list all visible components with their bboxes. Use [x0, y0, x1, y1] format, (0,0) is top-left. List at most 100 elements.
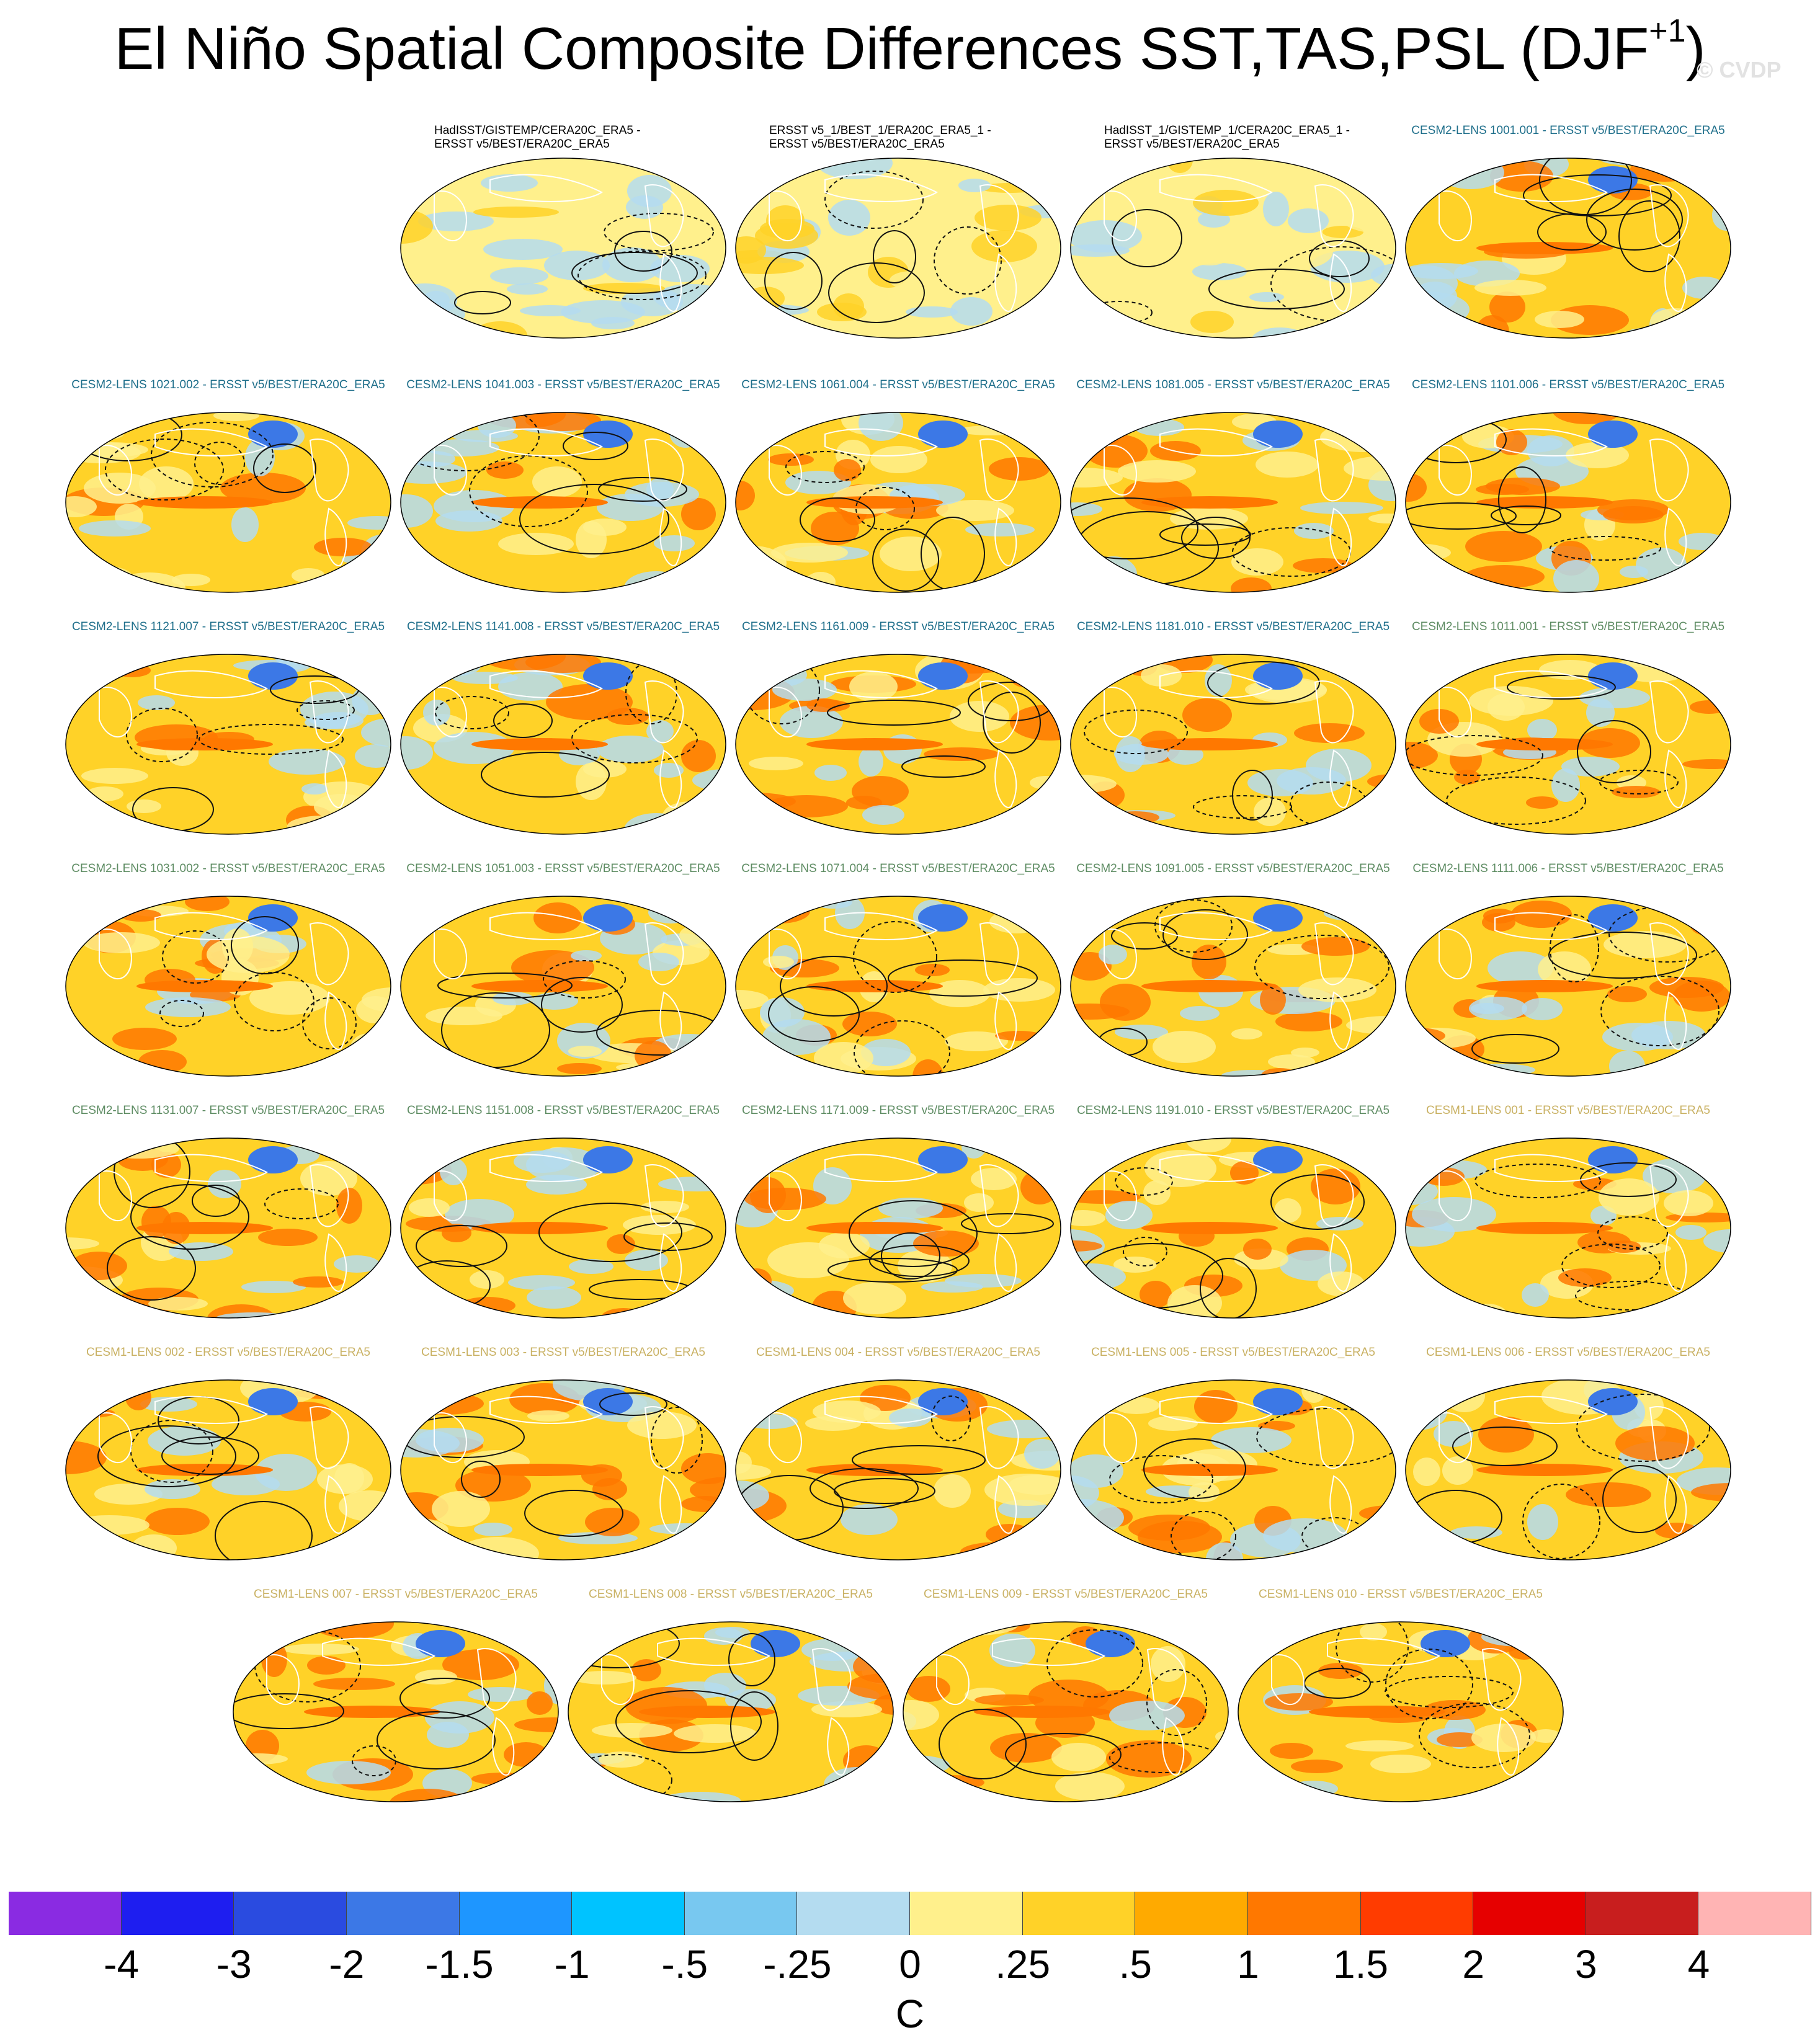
- map-panel: CESM1-LENS 007 - ERSST v5/BEST/ERA20C_ER…: [230, 1588, 562, 1836]
- colorbar-box: [459, 1892, 573, 1935]
- colorbar-tick-label: -3: [216, 1942, 252, 1987]
- panel-title: CESM2-LENS 1171.009 - ERSST v5/BEST/ERA2…: [741, 1104, 1055, 1117]
- world-map: [1070, 1379, 1396, 1560]
- colorbar-tick-label: 1: [1237, 1942, 1259, 1987]
- map-panel: CESM2-LENS 1021.002 - ERSST v5/BEST/ERA2…: [62, 378, 395, 626]
- map-panel: CESM2-LENS 1161.009 - ERSST v5/BEST/ERA2…: [732, 620, 1064, 868]
- map-panel: CESM1-LENS 008 - ERSST v5/BEST/ERA20C_ER…: [564, 1588, 897, 1836]
- map-panel: CESM2-LENS 1171.009 - ERSST v5/BEST/ERA2…: [732, 1104, 1064, 1352]
- colorbar-tick-label: -.5: [661, 1942, 708, 1987]
- colorbar-box: [1473, 1892, 1586, 1935]
- map-panel: CESM2-LENS 1081.005 - ERSST v5/BEST/ERA2…: [1067, 378, 1399, 626]
- world-map: [400, 1137, 726, 1319]
- panel-title: CESM1-LENS 006 - ERSST v5/BEST/ERA20C_ER…: [1426, 1346, 1710, 1359]
- world-map: [735, 158, 1061, 339]
- panel-title: CESM1-LENS 005 - ERSST v5/BEST/ERA20C_ER…: [1091, 1346, 1375, 1359]
- map-panel: CESM2-LENS 1181.010 - ERSST v5/BEST/ERA2…: [1067, 620, 1399, 868]
- world-map: [400, 412, 726, 593]
- map-panel: CESM2-LENS 1131.007 - ERSST v5/BEST/ERA2…: [62, 1104, 395, 1352]
- panel-title: CESM1-LENS 001 - ERSST v5/BEST/ERA20C_ER…: [1426, 1104, 1710, 1117]
- panel-title: CESM1-LENS 002 - ERSST v5/BEST/ERA20C_ER…: [86, 1346, 370, 1359]
- panel-title: ERSST v5_1/BEST_1/ERA20C_ERA5_1 - ERSST …: [769, 124, 991, 151]
- colorbar-tick-label: -1.5: [425, 1942, 494, 1987]
- panel-title: CESM2-LENS 1021.002 - ERSST v5/BEST/ERA2…: [71, 378, 385, 391]
- world-map: [1070, 654, 1396, 835]
- map-panel: HadISST/GISTEMP/CERA20C_ERA5 - ERSST v5/…: [397, 124, 729, 372]
- panel-title: CESM2-LENS 1161.009 - ERSST v5/BEST/ERA2…: [741, 620, 1055, 633]
- world-map: [400, 158, 726, 339]
- world-map: [1405, 896, 1731, 1077]
- world-map: [735, 896, 1061, 1077]
- colorbar-tick-label: 0: [899, 1942, 921, 1987]
- panel-title: CESM2-LENS 1141.008 - ERSST v5/BEST/ERA2…: [406, 620, 720, 633]
- colorbar-box: [1247, 1892, 1361, 1935]
- panel-title: CESM2-LENS 1131.007 - ERSST v5/BEST/ERA2…: [71, 1104, 385, 1117]
- colorbar: [9, 1892, 1811, 1935]
- world-map: [1405, 654, 1731, 835]
- panel-title: CESM1-LENS 007 - ERSST v5/BEST/ERA20C_ER…: [254, 1588, 538, 1601]
- map-panel: CESM1-LENS 010 - ERSST v5/BEST/ERA20C_ER…: [1234, 1588, 1567, 1836]
- world-map: [65, 1379, 391, 1560]
- map-panel: CESM1-LENS 003 - ERSST v5/BEST/ERA20C_ER…: [397, 1346, 729, 1594]
- panel-title: CESM2-LENS 1121.007 - ERSST v5/BEST/ERA2…: [71, 620, 385, 633]
- world-map: [1070, 1137, 1396, 1319]
- world-map: [400, 1379, 726, 1560]
- colorbar-box: [572, 1892, 685, 1935]
- colorbar-box: [234, 1892, 347, 1935]
- map-panel: CESM2-LENS 1141.008 - ERSST v5/BEST/ERA2…: [397, 620, 729, 868]
- map-panel: CESM2-LENS 1061.004 - ERSST v5/BEST/ERA2…: [732, 378, 1064, 626]
- colorbar-units: C: [895, 1992, 925, 2036]
- map-panel: CESM1-LENS 005 - ERSST v5/BEST/ERA20C_ER…: [1067, 1346, 1399, 1594]
- colorbar-tick-label: 4: [1687, 1942, 1710, 1987]
- panel-title: CESM2-LENS 1091.005 - ERSST v5/BEST/ERA2…: [1076, 862, 1390, 875]
- colorbar-box: [684, 1892, 798, 1935]
- colorbar-box: [1135, 1892, 1248, 1935]
- colorbar-tick-label: .25: [995, 1942, 1051, 1987]
- map-panel: CESM1-LENS 002 - ERSST v5/BEST/ERA20C_ER…: [62, 1346, 395, 1594]
- colorbar-tick-label: -.25: [763, 1942, 832, 1987]
- map-panel: CESM1-LENS 001 - ERSST v5/BEST/ERA20C_ER…: [1402, 1104, 1734, 1352]
- map-panel: CESM2-LENS 1071.004 - ERSST v5/BEST/ERA2…: [732, 862, 1064, 1110]
- world-map: [903, 1621, 1229, 1802]
- colorbar-box: [1022, 1892, 1136, 1935]
- colorbar-box: [346, 1892, 460, 1935]
- panel-title: CESM1-LENS 009 - ERSST v5/BEST/ERA20C_ER…: [924, 1588, 1208, 1601]
- panel-title: CESM1-LENS 010 - ERSST v5/BEST/ERA20C_ER…: [1259, 1588, 1543, 1601]
- world-map: [1405, 1137, 1731, 1319]
- map-panel: CESM2-LENS 1041.003 - ERSST v5/BEST/ERA2…: [397, 378, 729, 626]
- map-panel: CESM2-LENS 1091.005 - ERSST v5/BEST/ERA2…: [1067, 862, 1399, 1110]
- map-panel: CESM2-LENS 1151.008 - ERSST v5/BEST/ERA2…: [397, 1104, 729, 1352]
- colorbar-box: [121, 1892, 234, 1935]
- map-panel: ERSST v5_1/BEST_1/ERA20C_ERA5_1 - ERSST …: [732, 124, 1064, 372]
- world-map: [735, 654, 1061, 835]
- map-panel: CESM2-LENS 1011.001 - ERSST v5/BEST/ERA2…: [1402, 620, 1734, 868]
- map-panel: CESM1-LENS 004 - ERSST v5/BEST/ERA20C_ER…: [732, 1346, 1064, 1594]
- colorbar-box: [1360, 1892, 1474, 1935]
- world-map: [1238, 1621, 1564, 1802]
- world-map: [65, 654, 391, 835]
- map-panel: CESM2-LENS 1051.003 - ERSST v5/BEST/ERA2…: [397, 862, 729, 1110]
- colorbar-box: [910, 1892, 1023, 1935]
- panel-title: CESM2-LENS 1081.005 - ERSST v5/BEST/ERA2…: [1076, 378, 1390, 391]
- panel-title: CESM2-LENS 1111.006 - ERSST v5/BEST/ERA2…: [1412, 862, 1724, 875]
- map-panel: CESM1-LENS 009 - ERSST v5/BEST/ERA20C_ER…: [899, 1588, 1232, 1836]
- colorbar-box: [1586, 1892, 1699, 1935]
- colorbar-tick-label: -1: [554, 1942, 590, 1987]
- world-map: [1405, 158, 1731, 339]
- world-map: [1070, 412, 1396, 593]
- world-map: [735, 1379, 1061, 1560]
- panel-title: CESM2-LENS 1041.003 - ERSST v5/BEST/ERA2…: [406, 378, 720, 391]
- panel-title: CESM2-LENS 1031.002 - ERSST v5/BEST/ERA2…: [71, 862, 385, 875]
- world-map: [735, 1137, 1061, 1319]
- colorbar-tick-label: .5: [1118, 1942, 1152, 1987]
- world-map: [1070, 896, 1396, 1077]
- world-map: [735, 412, 1061, 593]
- colorbar-tick-label: 3: [1574, 1942, 1597, 1987]
- panel-title: CESM2-LENS 1011.001 - ERSST v5/BEST/ERA2…: [1411, 620, 1725, 633]
- world-map: [400, 654, 726, 835]
- map-panel: CESM1-LENS 006 - ERSST v5/BEST/ERA20C_ER…: [1402, 1346, 1734, 1594]
- colorbar-box: [797, 1892, 910, 1935]
- panel-title: CESM1-LENS 003 - ERSST v5/BEST/ERA20C_ER…: [421, 1346, 705, 1359]
- colorbar-box: [1698, 1892, 1811, 1935]
- colorbar-tick-label: -4: [104, 1942, 140, 1987]
